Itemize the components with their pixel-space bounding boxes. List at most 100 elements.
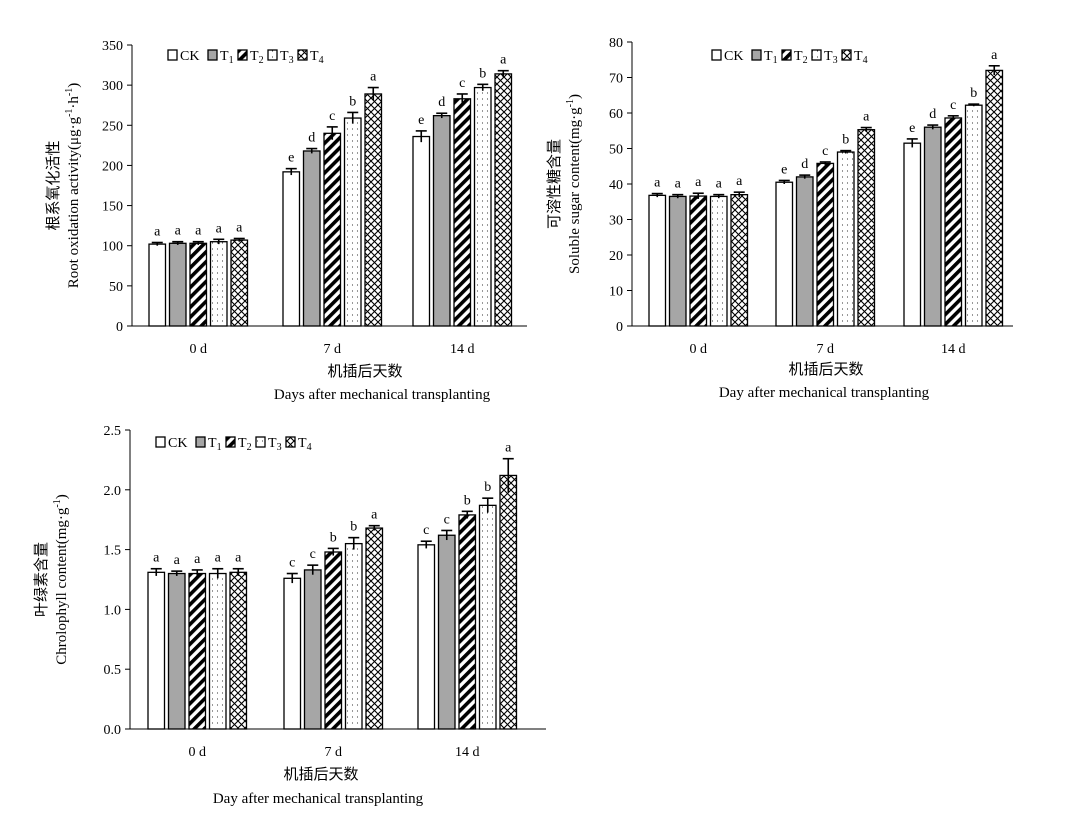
x-tick-label: 7 d — [324, 342, 342, 357]
y-tick-label: 70 — [609, 72, 623, 87]
significance-letter: b — [464, 493, 471, 508]
bar — [343, 117, 362, 327]
significance-letter: a — [505, 441, 512, 456]
bar — [168, 242, 187, 327]
significance-letter: a — [716, 177, 723, 192]
legend-label: T1 — [764, 49, 778, 66]
x-tick-label: 7 d — [325, 745, 343, 760]
legend-swatch — [207, 49, 218, 61]
significance-letter: d — [929, 107, 936, 122]
legend-swatch — [155, 436, 166, 448]
bar — [964, 104, 983, 327]
significance-letter: e — [288, 151, 294, 166]
significance-letter: c — [444, 512, 450, 527]
significance-letter: a — [863, 110, 870, 125]
bar — [323, 132, 342, 327]
significance-letter: c — [289, 556, 295, 571]
bar — [230, 239, 249, 327]
legend-swatch — [167, 49, 178, 61]
legend-swatch — [297, 49, 308, 61]
significance-letter: b — [970, 86, 977, 101]
legend-swatch — [225, 436, 236, 448]
y-tick-label: 0.0 — [104, 723, 122, 738]
bar — [730, 193, 749, 327]
y-axis-title-en: Chrolophyll content(mg·g-1) — [52, 494, 70, 664]
significance-letter: a — [695, 175, 702, 190]
significance-letter: a — [216, 221, 223, 236]
bar — [365, 527, 384, 730]
x-tick-label: 7 d — [817, 342, 835, 357]
legend-label: T1 — [220, 49, 234, 66]
y-tick-label: 350 — [102, 39, 123, 54]
x-tick-label: 14 d — [455, 745, 480, 760]
significance-letter: e — [418, 113, 424, 128]
significance-letter: e — [781, 162, 787, 177]
significance-letter: a — [736, 174, 743, 189]
significance-letter: a — [194, 552, 201, 567]
significance-letter: a — [236, 220, 243, 235]
significance-letter: a — [654, 176, 661, 191]
legend: CK T1 T2 T3 T4 — [711, 49, 868, 66]
bar — [437, 534, 456, 730]
significance-letter: b — [350, 520, 357, 535]
legend-label: T3 — [824, 49, 838, 66]
significance-letter: a — [371, 508, 378, 523]
y-tick-label: 0 — [116, 320, 123, 335]
bar — [836, 151, 855, 327]
bar — [944, 117, 963, 327]
y-tick-label: 30 — [609, 214, 623, 229]
y-axis-title: 可溶性糖含量 Soluble sugar content(mg·g-1) — [546, 94, 583, 274]
significance-letter: b — [484, 480, 491, 495]
bar — [816, 162, 835, 327]
legend-swatch — [267, 49, 278, 61]
legend-label: T3 — [280, 49, 294, 66]
bar — [458, 514, 477, 730]
bar — [668, 195, 687, 327]
bar — [302, 150, 321, 327]
y-axis-title-en: Soluble sugar content(mg·g-1) — [565, 94, 583, 274]
legend-label: T3 — [268, 436, 282, 453]
x-tick-label: 14 d — [941, 342, 966, 357]
y-axis-title-cn: 可溶性糖含量 — [546, 139, 563, 229]
legend-swatch — [255, 436, 266, 448]
y-tick-label: 0.5 — [104, 663, 122, 678]
x-tick-label: 14 d — [450, 342, 475, 357]
y-tick-label: 2.0 — [104, 484, 122, 499]
x-tick-label: 0 d — [690, 342, 708, 357]
legend-label: T2 — [794, 49, 808, 66]
x-axis-title-en: Day after mechanical transplanting — [719, 385, 930, 401]
bar — [208, 572, 227, 730]
significance-letter: c — [822, 144, 828, 159]
significance-letter: d — [801, 157, 808, 172]
x-axis-title-cn: 机插后天数 — [788, 361, 863, 378]
significance-letter: b — [479, 66, 486, 81]
legend-swatch — [781, 49, 792, 61]
bar — [412, 135, 431, 327]
y-tick-label: 150 — [102, 200, 123, 215]
significance-letter: c — [310, 547, 316, 562]
significance-letter: b — [330, 530, 337, 545]
y-tick-label: 20 — [609, 249, 623, 264]
bar — [147, 571, 166, 730]
legend-label: T2 — [250, 49, 264, 66]
y-axis-title-cn: 叶绿素含量 — [33, 542, 50, 617]
significance-letter: d — [308, 131, 315, 146]
x-axis-title-en: Days after mechanical transplanting — [274, 387, 491, 403]
bar — [775, 181, 794, 327]
significance-letter: e — [909, 121, 915, 136]
bar — [478, 504, 497, 730]
bar — [209, 241, 228, 327]
significance-letter: a — [174, 553, 181, 568]
y-axis-title-cn: 根系氧化活性 — [45, 140, 62, 230]
significance-letter: a — [154, 225, 161, 240]
significance-letter: b — [349, 94, 356, 109]
significance-letter: c — [423, 523, 429, 538]
legend-label: CK — [724, 49, 743, 64]
significance-letter: a — [675, 177, 682, 192]
y-axis-title-en: Root oxidation activity(μg·g-1·h-1) — [64, 83, 82, 289]
legend-swatch — [811, 49, 822, 61]
y-tick-label: 100 — [102, 240, 123, 255]
